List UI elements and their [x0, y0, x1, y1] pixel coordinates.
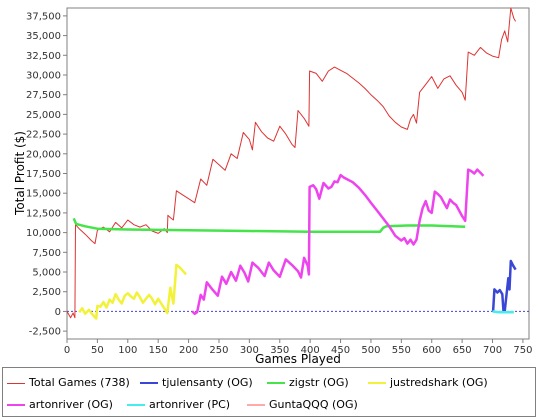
x-tick-label: 250: [209, 345, 228, 356]
legend-item-total-games: Total Games (738): [7, 375, 130, 391]
x-tick-label: 300: [240, 345, 259, 356]
legend-swatch-total-games: [7, 382, 25, 384]
series-line-total-games-738: [66, 7, 517, 319]
legend-swatch-artonriver-pc: [127, 404, 145, 406]
legend-item-tjulensanty: tjulensanty (OG): [140, 375, 253, 391]
legend-label-zigstr: zigstr (OG): [289, 376, 349, 389]
x-tick-label: 750: [513, 345, 532, 356]
legend-swatch-artonriver-og: [7, 404, 25, 406]
y-tick-label: 0: [55, 307, 61, 318]
profit-chart: -2,50002,5005,0007,50010,00012,50015,000…: [13, 7, 532, 366]
legend-item-guntaqqq: GuntaQQQ (OG): [247, 397, 358, 413]
x-tick-label: 400: [301, 345, 320, 356]
series-line-justredshark-og: [78, 263, 188, 320]
x-tick-label: 600: [422, 345, 441, 356]
y-tick-label: 32,500: [26, 51, 61, 62]
x-tick-label: 550: [392, 345, 411, 356]
series-line-artonriver-og: [191, 168, 485, 316]
legend-swatch-zigstr: [267, 382, 285, 384]
plot-area: [66, 7, 530, 340]
y-tick-label: 12,500: [26, 208, 61, 219]
x-tick-label: 200: [179, 345, 198, 356]
x-tick-label: 0: [64, 345, 70, 356]
x-tick-label: 350: [270, 345, 289, 356]
legend: Total Games (738) tjulensanty (OG) zigst…: [2, 367, 536, 417]
y-tick-label: 10,000: [26, 228, 61, 239]
y-tick-label: 25,000: [26, 110, 61, 121]
y-tick-label: 2,500: [32, 287, 61, 298]
y-axis-title: Total Profit ($): [13, 131, 27, 216]
legend-swatch-justredshark: [368, 382, 386, 384]
legend-swatch-tjulensanty: [140, 382, 158, 384]
x-axis-title: Games Played: [255, 352, 341, 366]
x-tick-label: 50: [91, 345, 104, 356]
y-tick-label: 20,000: [26, 149, 61, 160]
x-tick-label: 650: [453, 345, 472, 356]
x-tick-label: 100: [118, 345, 137, 356]
y-tick-label: 22,500: [26, 130, 61, 141]
y-tick-label: 37,500: [26, 11, 61, 22]
y-tick-label: -2,500: [29, 327, 61, 338]
y-tick-label: 30,000: [26, 70, 61, 81]
legend-swatch-guntaqqq: [247, 404, 265, 406]
y-tick-label: 27,500: [26, 90, 61, 101]
legend-label-tjulensanty: tjulensanty (OG): [162, 376, 253, 389]
y-tick-label: 35,000: [26, 31, 61, 42]
x-tick-label: 150: [149, 345, 168, 356]
legend-item-artonriver-og: artonriver (OG): [7, 397, 113, 413]
legend-label-artonriver-og: artonriver (OG): [29, 398, 113, 411]
legend-label-justredshark: justredshark (OG): [390, 376, 488, 389]
x-tick-label: 450: [331, 345, 350, 356]
y-tick-label: 15,000: [26, 189, 61, 200]
legend-label-total-games: Total Games (738): [29, 376, 130, 389]
legend-item-justredshark: justredshark (OG): [368, 375, 488, 391]
x-tick-label: 700: [483, 345, 502, 356]
y-tick-label: 5,000: [32, 268, 61, 279]
legend-label-guntaqqq: GuntaQQQ (OG): [269, 398, 358, 411]
y-tick-label: 17,500: [26, 169, 61, 180]
legend-label-artonriver-pc: artonriver (PC): [149, 398, 231, 411]
legend-item-artonriver-pc: artonriver (PC): [127, 397, 230, 413]
x-tick-label: 500: [361, 345, 380, 356]
legend-item-zigstr: zigstr (OG): [267, 375, 349, 391]
series-line-artonriver-pc: [492, 310, 514, 314]
y-tick-label: 7,500: [32, 248, 61, 259]
